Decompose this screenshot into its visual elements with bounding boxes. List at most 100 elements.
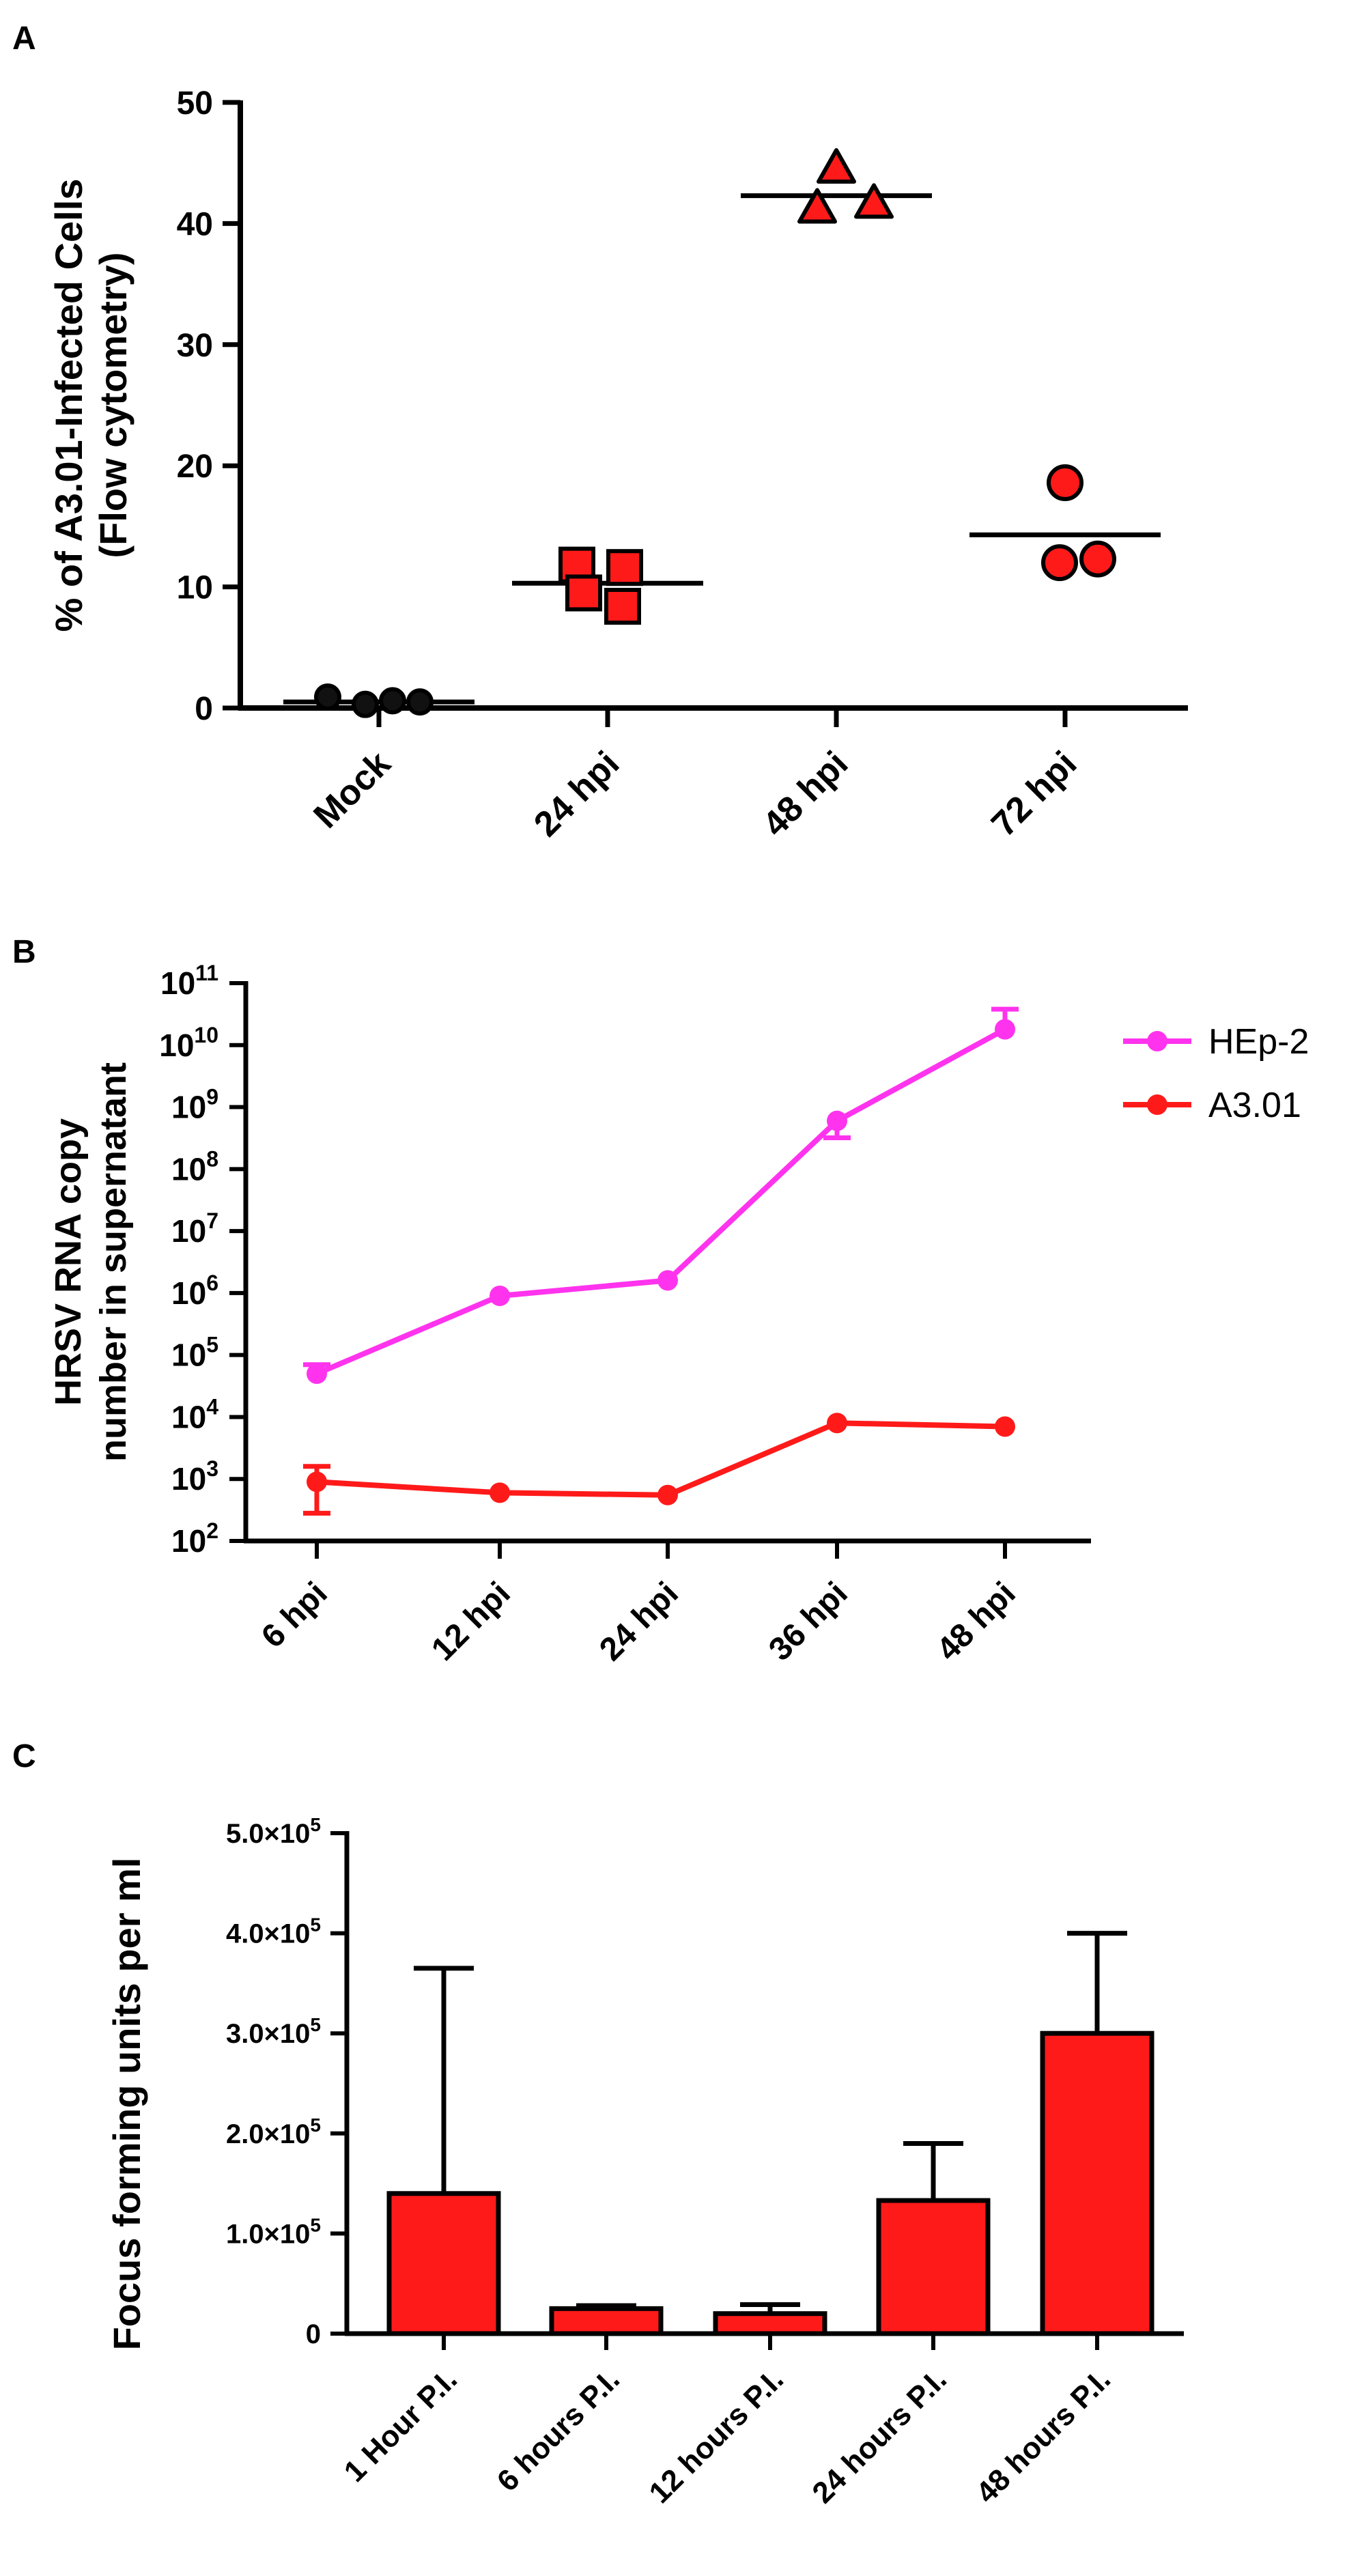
y-tick-label: 106 — [171, 1271, 218, 1311]
y-tick-exponent: 5 — [310, 2014, 321, 2035]
x-tick-label: 12 hours P.I. — [642, 2362, 790, 2510]
data-point — [995, 1019, 1015, 1040]
y-tick-label: 50 — [177, 85, 213, 122]
y-tick-label: 109 — [171, 1085, 218, 1125]
y-tick-label: 30 — [177, 328, 213, 364]
data-point — [565, 574, 602, 612]
y-tick-label: 3.0×105 — [226, 2014, 321, 2049]
x-tick-label: Mock — [306, 744, 398, 836]
legend-marker — [1147, 1031, 1167, 1051]
data-point — [1041, 544, 1078, 582]
bar — [1040, 2030, 1154, 2336]
y-tick-mantissa: 3.0×10 — [226, 2019, 310, 2049]
y-axis-label: Focus forming units per ml — [105, 1858, 148, 2351]
panel-label-b: B — [12, 934, 36, 970]
y-tick-label: 1010 — [159, 1023, 218, 1063]
x-tick-label: 1 Hour P.I. — [338, 2362, 464, 2488]
y-tick-mantissa: 5.0×10 — [226, 1819, 310, 1849]
y-axis-label: % of A3.01-Infected Cells — [47, 179, 90, 632]
y-tick-exponent: 5 — [310, 2114, 321, 2136]
y-tick-label: 10 — [177, 570, 213, 606]
data-point — [657, 1484, 678, 1505]
y-tick-exponent: 10 — [194, 1023, 218, 1047]
legend-marker — [1147, 1094, 1167, 1115]
y-tick-label: 4.0×105 — [226, 1914, 321, 1949]
x-tick-label: 36 hpi — [762, 1575, 855, 1668]
data-point — [995, 1416, 1015, 1437]
y-tick-mantissa: 0 — [306, 2319, 321, 2349]
y-tick-exponent: 5 — [310, 2214, 321, 2235]
data-point — [352, 690, 379, 718]
y-tick-mantissa: 2.0×10 — [226, 2119, 310, 2149]
data-point — [827, 1413, 847, 1434]
y-tick-base: 10 — [171, 1213, 206, 1249]
data-point — [817, 147, 856, 184]
y-tick-label: 107 — [171, 1208, 218, 1249]
x-tick-label: 24 hours P.I. — [806, 2362, 953, 2510]
chart-a: 0 10 20 30 40 50 Mock 24 hpi 48 hpi 72 hpi % of A3… — [47, 85, 1188, 845]
y-tick-label: 2.0×105 — [226, 2114, 321, 2149]
data-point — [307, 1471, 327, 1492]
y-tick-exponent: 9 — [206, 1085, 218, 1109]
y-tick-base: 10 — [171, 1090, 206, 1125]
data-point — [827, 1110, 847, 1131]
bar — [549, 2306, 664, 2336]
x-tick-label: 48 hpi — [755, 744, 855, 844]
bar — [713, 2311, 827, 2336]
data-point — [797, 188, 837, 224]
y-tick-base: 10 — [171, 1337, 206, 1373]
y-tick-label: 5.0×105 — [226, 1814, 321, 1849]
data-point — [657, 1270, 678, 1291]
y-tick-label: 0 — [306, 2319, 321, 2349]
data-point — [604, 587, 641, 625]
panel-label-a: A — [12, 20, 36, 57]
bar — [876, 2198, 991, 2336]
series-line-hep-2 — [315, 1027, 1006, 1376]
data-point — [854, 183, 894, 219]
series-line-a3-01 — [316, 1420, 1006, 1498]
data-point — [406, 688, 434, 716]
x-tick-label: 48 hpi — [930, 1575, 1023, 1668]
x-tick-label: 48 hours P.I. — [969, 2362, 1117, 2510]
y-tick-label: 0 — [195, 691, 213, 727]
y-tick-base: 10 — [160, 965, 195, 1001]
data-point — [1047, 464, 1083, 502]
y-tick-exponent: 5 — [206, 1333, 218, 1357]
bar — [386, 2191, 501, 2336]
y-tick-label: 104 — [171, 1394, 218, 1434]
y-tick-mantissa: 4.0×10 — [226, 1919, 310, 1949]
x-tick-label: 72 hpi — [984, 744, 1084, 844]
y-tick-exponent: 5 — [310, 1914, 321, 1936]
legend-label: A3.01 — [1208, 1086, 1301, 1125]
y-tick-exponent: 4 — [206, 1394, 218, 1419]
y-tick-exponent: 2 — [206, 1518, 218, 1543]
y-tick-exponent: 5 — [310, 1814, 321, 1835]
y-tick-label: 1011 — [160, 961, 218, 1001]
data-point — [314, 683, 341, 711]
data-point — [307, 1363, 327, 1384]
x-tick-label: 24 hpi — [593, 1575, 685, 1668]
y-tick-base: 10 — [171, 1399, 206, 1434]
data-point — [490, 1482, 510, 1503]
y-tick-exponent: 3 — [206, 1456, 218, 1481]
data-point — [1079, 540, 1116, 578]
y-tick-mantissa: 1.0×10 — [226, 2219, 310, 2249]
y-tick-base: 10 — [159, 1028, 194, 1063]
y-tick-label: 108 — [171, 1146, 218, 1187]
legend-label: HEp-2 — [1208, 1022, 1309, 1062]
x-tick-label: 6 hours P.I. — [491, 2362, 626, 2497]
y-tick-exponent: 8 — [206, 1146, 218, 1171]
x-tick-label: 6 hpi — [255, 1575, 335, 1655]
y-tick-label: 102 — [171, 1518, 218, 1559]
y-axis-label-sub: (Flow cytometry) — [91, 252, 134, 558]
chart-c: 01.0×1052.0×1053.0×1054.0×1055.0×105Focu… — [105, 1814, 1184, 2510]
y-tick-base: 10 — [171, 1523, 206, 1559]
y-tick-label: 1.0×105 — [226, 2214, 321, 2249]
y-tick-base: 10 — [171, 1275, 206, 1311]
y-tick-label: 105 — [171, 1333, 218, 1373]
data-point — [606, 549, 643, 586]
y-tick-exponent: 7 — [206, 1208, 218, 1233]
panel-label-c: C — [12, 1738, 36, 1774]
data-point — [490, 1286, 510, 1307]
